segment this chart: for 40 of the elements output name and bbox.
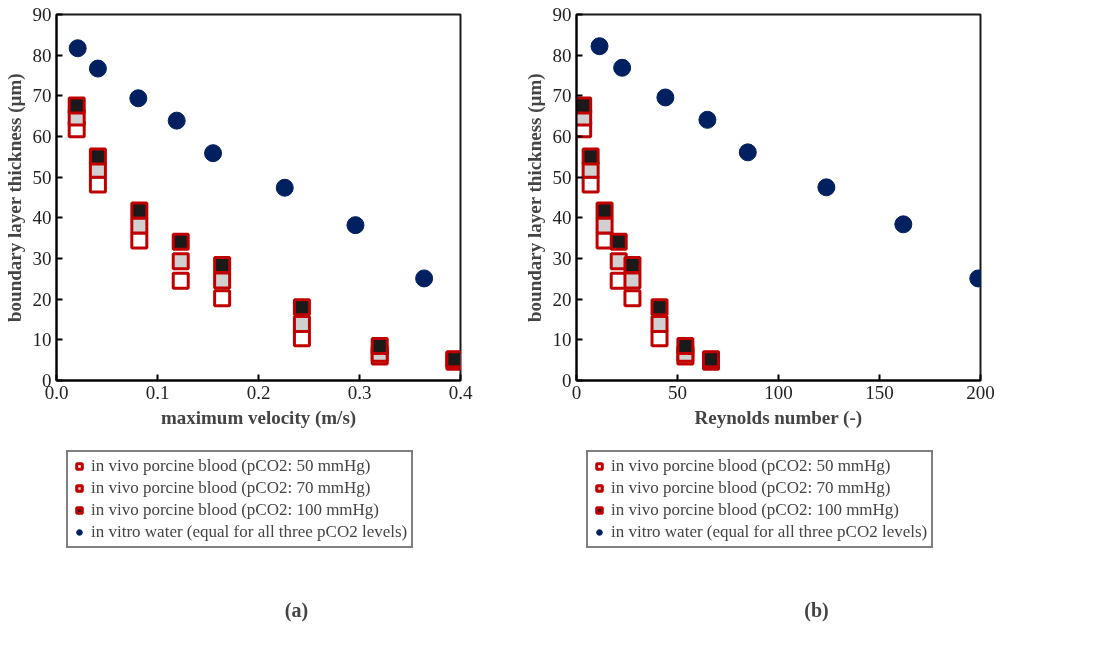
legend-label: in vivo porcine blood (pCO2: 70 mmHg) [91, 478, 371, 498]
y-tick-label: 30 [32, 248, 52, 269]
x-tick-label: 100 [764, 381, 793, 403]
y-tick-label: 30 [552, 248, 572, 269]
y-tick-label: 80 [32, 44, 52, 66]
y-tick-label: 40 [32, 207, 52, 229]
y-axis-title: boundary layer thickness (µm) [523, 73, 546, 322]
y-tick-label: 70 [32, 85, 52, 107]
y-tick-label: 70 [552, 85, 572, 107]
text: (a) [284, 598, 309, 622]
x-tick-label: 0.1 [145, 381, 170, 403]
legend-label: in vivo porcine blood (pCO2: 50 mmHg) [91, 456, 371, 476]
x-tick-label: 50 [668, 381, 687, 403]
y-tick-label: 50 [32, 166, 52, 188]
y-tick-label: 40 [552, 207, 572, 229]
text: (b) [804, 598, 829, 622]
y-tick-label: 20 [32, 288, 52, 310]
x-axis-title: maximum velocity (m/s) [160, 406, 357, 429]
x-tick-label: 0.4 [448, 381, 473, 403]
y-axis-title: boundary layer thickness (µm) [3, 73, 26, 322]
y-tick-label: 50 [552, 166, 572, 188]
legend-label: in vivo porcine blood (pCO2: 100 mmHg) [611, 500, 900, 520]
x-tick-label: 200 [966, 381, 995, 403]
x-tick-label: 0.2 [246, 381, 271, 403]
x-tick-label: 0.3 [347, 381, 372, 403]
legend-label: in vitro water (equal for all three pCO2 levels) [91, 522, 408, 542]
y-tick-label: 20 [552, 288, 572, 310]
y-tick-label: 60 [552, 126, 572, 147]
legend-label: in vitro water (equal for all three pCO2 levels) [611, 522, 928, 542]
y-tick-label: 80 [552, 44, 572, 66]
legend-label: in vivo porcine blood (pCO2: 70 mmHg) [611, 478, 891, 498]
y-tick-label: 60 [32, 126, 52, 147]
y-tick-label: 90 [552, 4, 572, 25]
legend-label: in vivo porcine blood (pCO2: 100 mmHg) [91, 500, 380, 520]
y-tick-label: 90 [32, 4, 52, 25]
x-axis-title: Reynolds number (-) [694, 406, 863, 429]
y-tick-label: 10 [32, 329, 52, 351]
x-tick-label: 150 [865, 381, 894, 403]
legend-label: in vivo porcine blood (pCO2: 50 mmHg) [611, 456, 891, 476]
y-tick-label: 10 [552, 329, 572, 351]
